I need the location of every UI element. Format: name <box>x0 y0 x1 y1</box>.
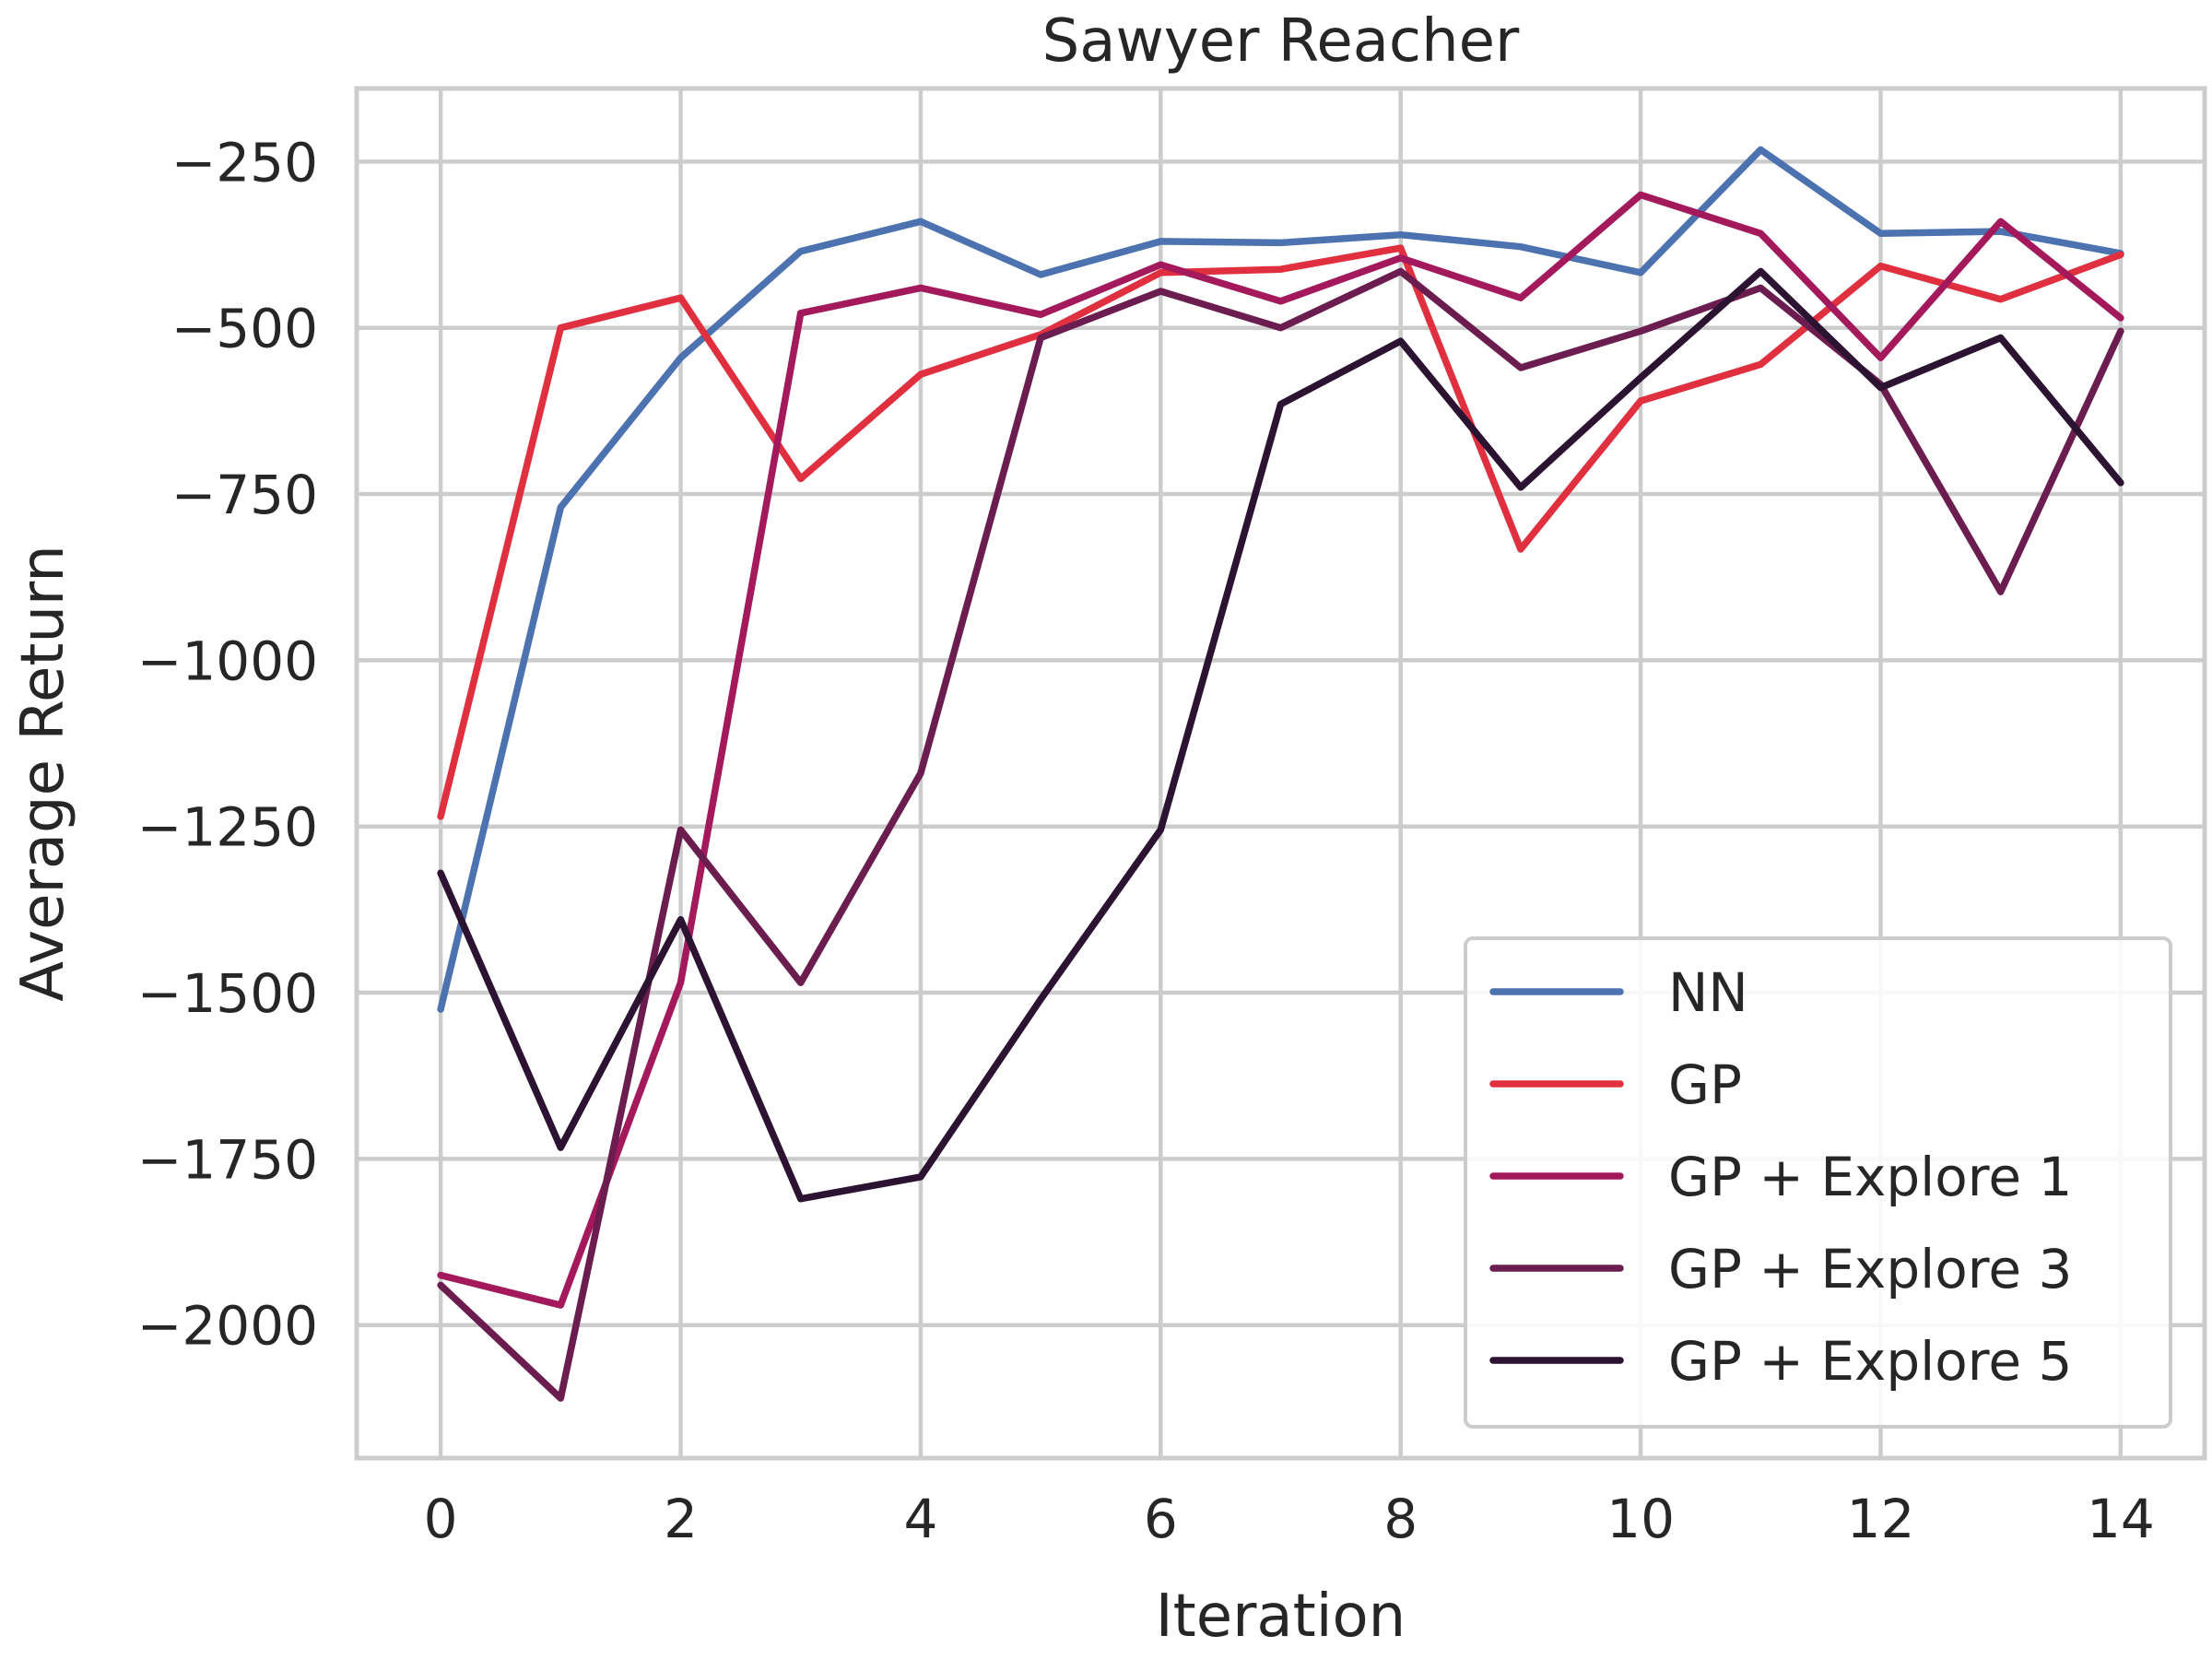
x-tick-label: 8 <box>1383 1488 1418 1550</box>
y-tick-label: −1500 <box>137 962 318 1025</box>
y-axis-label: Average Return <box>9 545 77 1002</box>
y-tick-label: −750 <box>171 464 318 526</box>
x-tick-label: 6 <box>1144 1488 1178 1550</box>
x-tick-labels: 0 2 4 6 8 10 12 14 <box>424 1488 2155 1550</box>
x-tick-label: 4 <box>903 1488 937 1550</box>
y-tick-label: −500 <box>171 298 318 360</box>
y-tick-label: −1750 <box>137 1128 318 1191</box>
series-line-nn <box>437 146 2124 1013</box>
y-tick-label: −2000 <box>137 1295 318 1358</box>
series-line-gp <box>437 244 2124 820</box>
chart-title: Sawyer Reacher <box>1042 7 1520 76</box>
y-tick-label: −1250 <box>137 796 318 859</box>
series-layer <box>437 146 2124 1402</box>
legend-label-gp-explore-1: GP + Explore 1 <box>1668 1146 2072 1208</box>
series-line-gp-explore-1 <box>437 191 2124 1309</box>
y-tick-label: −1000 <box>137 629 318 692</box>
x-tick-label: 14 <box>2087 1488 2155 1550</box>
x-tick-label: 12 <box>1847 1488 1915 1550</box>
x-tick-label: 2 <box>664 1488 698 1550</box>
y-tick-label: −250 <box>171 131 318 194</box>
y-tick-labels: −2000 −1750 −1500 −1250 −1000 −750 −500 −250 <box>137 131 318 1357</box>
x-tick-label: 0 <box>424 1488 458 1550</box>
x-axis-label: Iteration <box>1156 1583 1406 1651</box>
legend-box <box>1464 936 2172 1429</box>
series-line-gp-explore-5 <box>437 267 2124 1203</box>
legend: NN GP GP + Explore 1 GP + Explore 3 GP + Exp… <box>1464 936 2172 1429</box>
legend-label-gp-explore-3: GP + Explore 3 <box>1668 1238 2072 1300</box>
plot-frame <box>354 86 2207 1461</box>
x-tick-label: 10 <box>1606 1488 1675 1550</box>
legend-label-gp-explore-5: GP + Explore 5 <box>1668 1330 2072 1393</box>
legend-label-gp: GP <box>1668 1053 1742 1116</box>
legend-label-nn: NN <box>1668 961 1748 1024</box>
